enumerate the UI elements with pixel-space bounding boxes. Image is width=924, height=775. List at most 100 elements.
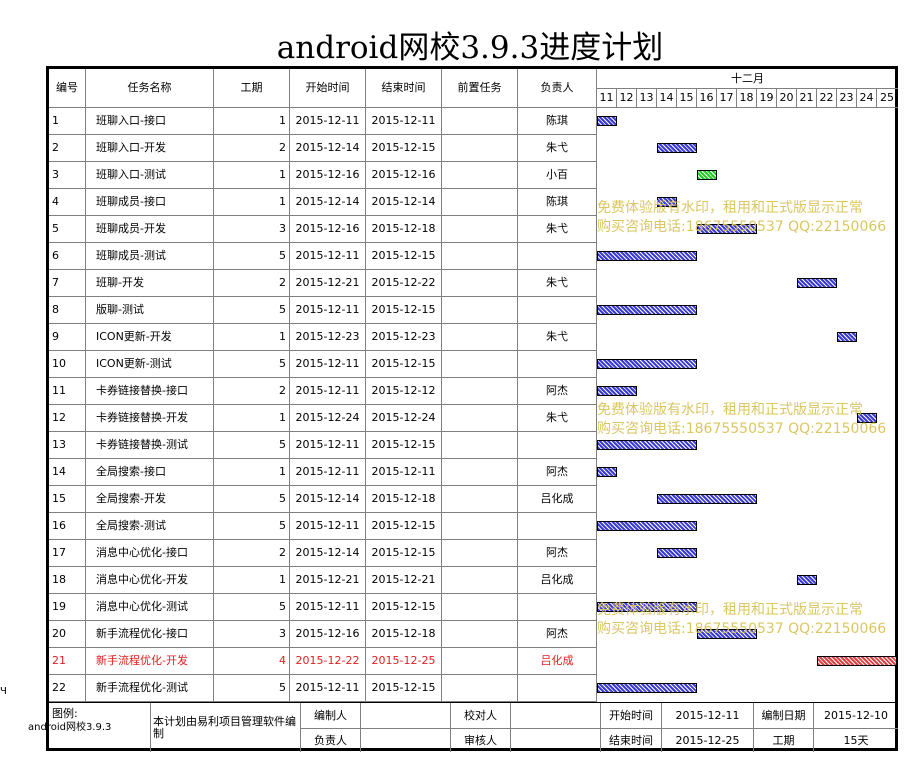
task-start: 2015-12-11	[290, 243, 366, 270]
task-end: 2015-12-15	[366, 243, 442, 270]
table-row: 15 全局搜索-开发 5 2015-12-14 2015-12-18 吕化成	[49, 486, 597, 513]
task-id: 20	[49, 621, 86, 648]
task-name: 班聊-开发	[86, 270, 214, 297]
task-end: 2015-12-18	[366, 621, 442, 648]
task-start: 2015-12-14	[290, 540, 366, 567]
gantt-bar	[817, 656, 897, 666]
task-name: 卡券链接替换-接口	[86, 378, 214, 405]
gantt-bar	[597, 251, 697, 261]
task-name: 班聊成员-接口	[86, 189, 214, 216]
task-duration: 5	[214, 513, 290, 540]
header-name: 任务名称	[86, 69, 214, 108]
task-start: 2015-12-11	[290, 378, 366, 405]
table-row: 16 全局搜索-测试 5 2015-12-11 2015-12-15	[49, 513, 597, 540]
task-end: 2015-12-15	[366, 351, 442, 378]
task-duration: 5	[214, 675, 290, 702]
task-duration: 5	[214, 486, 290, 513]
end-value: 2015-12-25	[662, 729, 754, 752]
task-end: 2015-12-23	[366, 324, 442, 351]
task-pred	[442, 513, 518, 540]
task-start: 2015-12-21	[290, 567, 366, 594]
task-end: 2015-12-15	[366, 297, 442, 324]
task-start: 2015-12-24	[290, 405, 366, 432]
day-label: 24	[857, 89, 877, 107]
task-start: 2015-12-16	[290, 216, 366, 243]
task-id: 10	[49, 351, 86, 378]
header-id: 编号	[49, 69, 86, 108]
table-row: 1 班聊入口-接口 1 2015-12-11 2015-12-11 陈琪	[49, 108, 597, 135]
task-end: 2015-12-15	[366, 540, 442, 567]
task-end: 2015-12-11	[366, 459, 442, 486]
task-id: 7	[49, 270, 86, 297]
task-name: 全局搜索-测试	[86, 513, 214, 540]
task-end: 2015-12-16	[366, 162, 442, 189]
task-start: 2015-12-11	[290, 513, 366, 540]
task-pred	[442, 486, 518, 513]
gantt-bar	[697, 170, 717, 180]
note-cell: 本计划由易利项目管理软件编制	[151, 703, 301, 752]
task-start: 2015-12-22	[290, 648, 366, 675]
task-pred	[442, 135, 518, 162]
task-duration: 5	[214, 243, 290, 270]
task-id: 13	[49, 432, 86, 459]
task-owner	[518, 594, 597, 621]
editor-label: 编制人	[301, 703, 361, 729]
task-id: 4	[49, 189, 86, 216]
day-label: 22	[817, 89, 837, 107]
header-duration: 工期	[214, 69, 290, 108]
task-name: 消息中心优化-接口	[86, 540, 214, 567]
made-label: 编制日期	[754, 703, 814, 729]
task-start: 2015-12-16	[290, 162, 366, 189]
task-name: 版聊-测试	[86, 297, 214, 324]
task-start: 2015-12-11	[290, 108, 366, 135]
table-row: 6 班聊成员-测试 5 2015-12-11 2015-12-15	[49, 243, 597, 270]
gantt-bar	[597, 305, 697, 315]
task-duration: 3	[214, 216, 290, 243]
task-end: 2015-12-24	[366, 405, 442, 432]
duration-label: 工期	[754, 729, 814, 752]
task-id: 17	[49, 540, 86, 567]
task-end: 2015-12-12	[366, 378, 442, 405]
task-end: 2015-12-22	[366, 270, 442, 297]
legend-label: 图例:	[52, 707, 78, 720]
task-end: 2015-12-18	[366, 216, 442, 243]
task-duration: 1	[214, 189, 290, 216]
task-id: 11	[49, 378, 86, 405]
header-owner: 负责人	[518, 69, 597, 108]
task-duration: 2	[214, 135, 290, 162]
reviewer-label: 审核人	[451, 729, 511, 752]
task-id: 6	[49, 243, 86, 270]
task-start: 2015-12-11	[290, 351, 366, 378]
task-id: 16	[49, 513, 86, 540]
task-owner: 吕化成	[518, 567, 597, 594]
task-start: 2015-12-21	[290, 270, 366, 297]
task-pred	[442, 351, 518, 378]
task-pred	[442, 216, 518, 243]
task-id: 8	[49, 297, 86, 324]
day-label: 14	[657, 89, 677, 107]
gantt-bar	[657, 143, 697, 153]
page-title: android网校3.9.3进度计划	[276, 30, 664, 66]
gantt-bar	[597, 602, 697, 612]
task-owner	[518, 351, 597, 378]
header-start: 开始时间	[290, 69, 366, 108]
gantt-bar	[597, 386, 637, 396]
reviewer-value	[511, 729, 601, 752]
task-name: 新手流程优化-测试	[86, 675, 214, 702]
gantt-bar	[597, 521, 697, 531]
day-label: 20	[777, 89, 797, 107]
editor-value	[361, 703, 451, 729]
task-duration: 5	[214, 594, 290, 621]
task-owner	[518, 432, 597, 459]
end-label: 结束时间	[601, 729, 662, 752]
day-label: 16	[697, 89, 717, 107]
project-label: android网校3.9.3	[28, 722, 112, 733]
gantt-bar	[697, 629, 757, 639]
task-name: 卡券链接替换-开发	[86, 405, 214, 432]
watermark: 免费体验版有水印，租用和正式版显示正常 购买咨询电话:18675550537 Q…	[597, 401, 886, 439]
task-owner: 朱弋	[518, 270, 597, 297]
header-pred: 前置任务	[442, 69, 518, 108]
table-row: 2 班聊入口-开发 2 2015-12-14 2015-12-15 朱弋	[49, 135, 597, 162]
gantt-bar	[657, 197, 677, 207]
gantt-bar	[857, 413, 877, 423]
